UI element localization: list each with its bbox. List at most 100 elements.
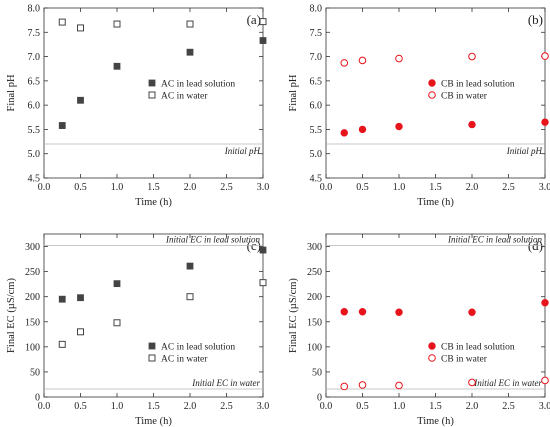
x-tick-label: 0.0 [38, 401, 51, 412]
data-point [259, 37, 267, 44]
y-tick-label: 7.5 [310, 28, 323, 39]
x-tick-label: 2.5 [502, 182, 515, 193]
x-tick-label: 1.5 [147, 182, 160, 193]
y-axis-label: Final EC (µS/cm) [288, 278, 299, 353]
data-point [340, 129, 348, 137]
y-tick-label: 100 [307, 342, 322, 353]
reference-line-label: Initial EC in water [191, 378, 260, 388]
x-tick-label: 0.5 [74, 401, 87, 412]
chart-panel-1: 0.0 0.5 1.0 1.5 2.0 2.5 3.0 4.5 5.0 5.5 6.0 6.5 7.0 7… [6, 4, 269, 209]
data-point [259, 279, 267, 287]
x-axis-label: Time (h) [135, 416, 172, 427]
y-tick-label: 5.5 [310, 125, 323, 136]
y-tick-label: 6.0 [310, 101, 323, 112]
data-point [340, 382, 349, 391]
legend-marker [428, 79, 436, 87]
data-point [259, 18, 267, 26]
data-point [113, 20, 121, 28]
reference-line-label: Initial EC in lead solution [447, 235, 542, 245]
x-tick-label: 3.0 [257, 182, 270, 193]
x-axis-label: Time (h) [417, 197, 454, 208]
x-tick-label: 3.0 [539, 182, 550, 193]
y-tick-label: 4.5 [28, 174, 41, 185]
legend-label: AC in water [161, 92, 208, 102]
legend-label: CB in water [441, 92, 488, 102]
legend-marker [428, 354, 436, 362]
y-tick-label: 7.0 [28, 52, 41, 63]
x-tick-label: 1.5 [147, 401, 160, 412]
x-tick-label: 1.5 [429, 182, 442, 193]
x-tick-label: 1.0 [393, 182, 406, 193]
legend-label: CB in lead solution [441, 80, 515, 90]
data-point [468, 120, 476, 129]
legend-marker [148, 354, 156, 362]
data-point [468, 378, 476, 387]
data-point [358, 125, 367, 134]
legend-label: CB in lead solution [441, 343, 515, 353]
y-axis-label: Final pH [288, 74, 299, 111]
x-tick-label: 3.0 [257, 401, 270, 412]
x-tick-label: 3.0 [539, 401, 550, 412]
y-tick-label: 300 [307, 242, 322, 253]
x-tick-label: 1.5 [429, 401, 442, 412]
data-point [113, 62, 121, 70]
y-tick-label: 7.0 [310, 52, 323, 63]
reference-line-label: Initial pH [224, 146, 261, 156]
data-point [468, 308, 476, 316]
y-tick-label: 7.5 [28, 28, 41, 39]
data-point [77, 24, 84, 32]
legend-label: AC in water [161, 355, 208, 365]
y-tick-label: 5.0 [28, 149, 41, 160]
data-point [77, 328, 84, 336]
y-tick-label: 50 [312, 367, 322, 378]
panel-label: (a) [247, 12, 261, 27]
data-point [77, 96, 84, 104]
data-point [358, 308, 367, 316]
data-point [259, 246, 267, 254]
panel-label: (b) [528, 12, 543, 27]
y-tick-label: 300 [25, 242, 40, 253]
data-point [58, 340, 66, 348]
data-point [58, 122, 66, 129]
plot-frame [43, 233, 264, 398]
reference-line-label: Initial EC in lead solution [165, 235, 260, 245]
data-point [395, 308, 403, 316]
data-point [186, 293, 194, 301]
x-tick-label: 2.5 [220, 182, 233, 193]
x-tick-label: 0.0 [320, 401, 333, 412]
legend-label: AC in lead solution [161, 343, 235, 353]
data-point [113, 319, 121, 327]
x-axis-label: Time (h) [417, 416, 454, 427]
data-point [77, 294, 84, 302]
y-tick-label: 200 [25, 292, 40, 303]
data-point [58, 18, 66, 26]
data-point [541, 376, 549, 385]
y-tick-label: 150 [307, 317, 322, 328]
reference-line-label: Initial EC in water [473, 378, 542, 388]
chart-panel-4: 0.0 0.5 1.0 1.5 2.0 2.5 3.0 0 50 100 150 200 250 300 T… [288, 233, 550, 427]
legend-marker [148, 91, 156, 99]
data-point [340, 308, 348, 316]
x-tick-label: 0.5 [356, 182, 369, 193]
data-point [358, 56, 367, 65]
y-tick-label: 150 [25, 317, 40, 328]
y-tick-label: 4.5 [310, 174, 323, 185]
x-tick-label: 2.0 [466, 182, 479, 193]
data-point [395, 381, 403, 390]
data-point [186, 20, 194, 28]
x-tick-label: 0.5 [74, 182, 87, 193]
x-tick-label: 0.5 [356, 401, 369, 412]
data-point [395, 122, 403, 131]
data-point [541, 299, 549, 307]
legend-label: AC in lead solution [161, 80, 235, 90]
x-tick-label: 1.0 [111, 182, 124, 193]
y-tick-label: 200 [307, 292, 322, 303]
y-tick-label: 100 [25, 342, 40, 353]
x-axis-label: Time (h) [135, 197, 172, 208]
x-tick-label: 2.5 [220, 401, 233, 412]
x-tick-label: 2.0 [184, 182, 197, 193]
y-tick-label: 0 [317, 393, 322, 404]
y-axis-label: Final EC (µS/cm) [6, 278, 17, 353]
y-axis-label: Final pH [6, 74, 17, 111]
